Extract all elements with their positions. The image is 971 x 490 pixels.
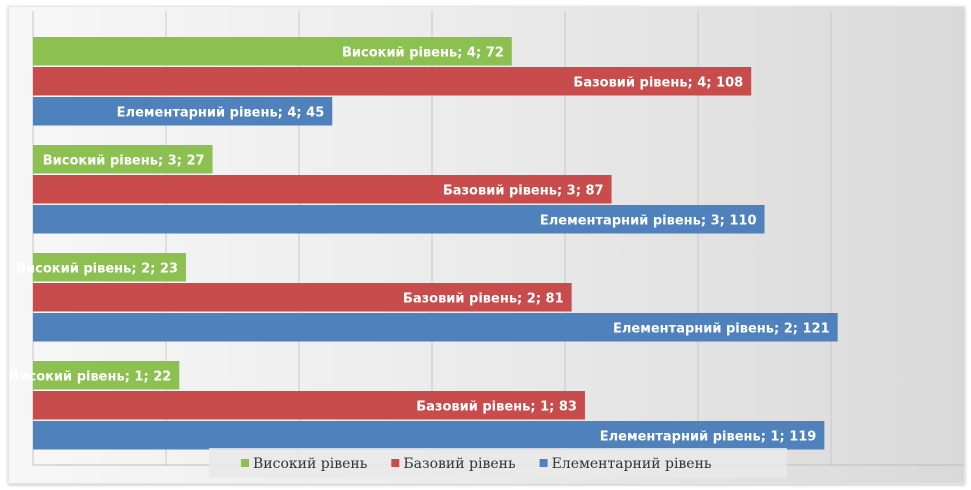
bar-високий-рівень-3 <box>33 145 213 174</box>
legend-label-базовий-рівень: Базовий рівень <box>403 456 516 472</box>
bar-chart: Високий рівень; 1; 22 Базовий рівень; 1; … <box>9 11 965 478</box>
bar-елементарний-рівень-3 <box>33 205 765 234</box>
legend-swatch-базовий-рівень <box>391 459 400 467</box>
data-label-високий-рівень-2: Високий рівень; 2; 23 <box>16 261 178 276</box>
bar-високий-рівень-1 <box>33 361 180 390</box>
bar-елементарний-рівень-4 <box>33 97 333 126</box>
legend-label-високий-рівень: Високий рівень <box>253 456 368 472</box>
chart-frame: Високий рівень; 1; 22 Базовий рівень; 1; … <box>8 6 965 484</box>
legend-swatch-елементарний-рівень <box>539 459 548 467</box>
data-label-елементарний-рівень-2: Елементарний рівень; 2; 121 <box>613 321 830 336</box>
data-label-елементарний-рівень-1: Елементарний рівень; 1; 119 <box>600 429 817 444</box>
bar-базовий-рівень-2 <box>33 283 572 312</box>
data-label-базовий-рівень-1: Базовий рівень; 1; 83 <box>416 399 577 414</box>
legend-background <box>209 448 787 478</box>
legend-swatch-високий-рівень <box>241 459 249 467</box>
data-label-базовий-рівень-2: Базовий рівень; 2; 81 <box>403 291 564 306</box>
bar-високий-рівень-2 <box>33 253 186 282</box>
data-label-високий-рівень-3: Високий рівень; 3; 27 <box>43 153 205 168</box>
bar-елементарний-рівень-2 <box>33 313 838 342</box>
data-label-базовий-рівень-3: Базовий рівень; 3; 87 <box>443 183 604 198</box>
bar-базовий-рівень-3 <box>33 175 612 204</box>
legend-label-елементарний-рівень: Елементарний рівень <box>552 456 712 472</box>
bar-високий-рівень-4 <box>33 37 512 66</box>
data-label-базовий-рівень-4: Базовий рівень; 4; 108 <box>573 75 743 90</box>
data-labels: Високий рівень; 1; 22 Базовий рівень; 1; … <box>9 45 829 444</box>
data-label-елементарний-рівень-4: Елементарний рівень; 4; 45 <box>117 105 325 120</box>
bar-базовий-рівень-4 <box>33 67 752 96</box>
bar-базовий-рівень-1 <box>33 391 585 420</box>
data-label-елементарний-рівень-3: Елементарний рівень; 3; 110 <box>540 213 757 228</box>
bars <box>33 37 838 450</box>
data-label-високий-рівень-1: Високий рівень; 1; 22 <box>9 369 171 384</box>
legend: Високий рівень Базовий рівень Елементарний… <box>209 448 787 478</box>
bar-елементарний-рівень-1 <box>33 421 825 450</box>
data-label-високий-рівень-4: Високий рівень; 4; 72 <box>342 45 504 60</box>
